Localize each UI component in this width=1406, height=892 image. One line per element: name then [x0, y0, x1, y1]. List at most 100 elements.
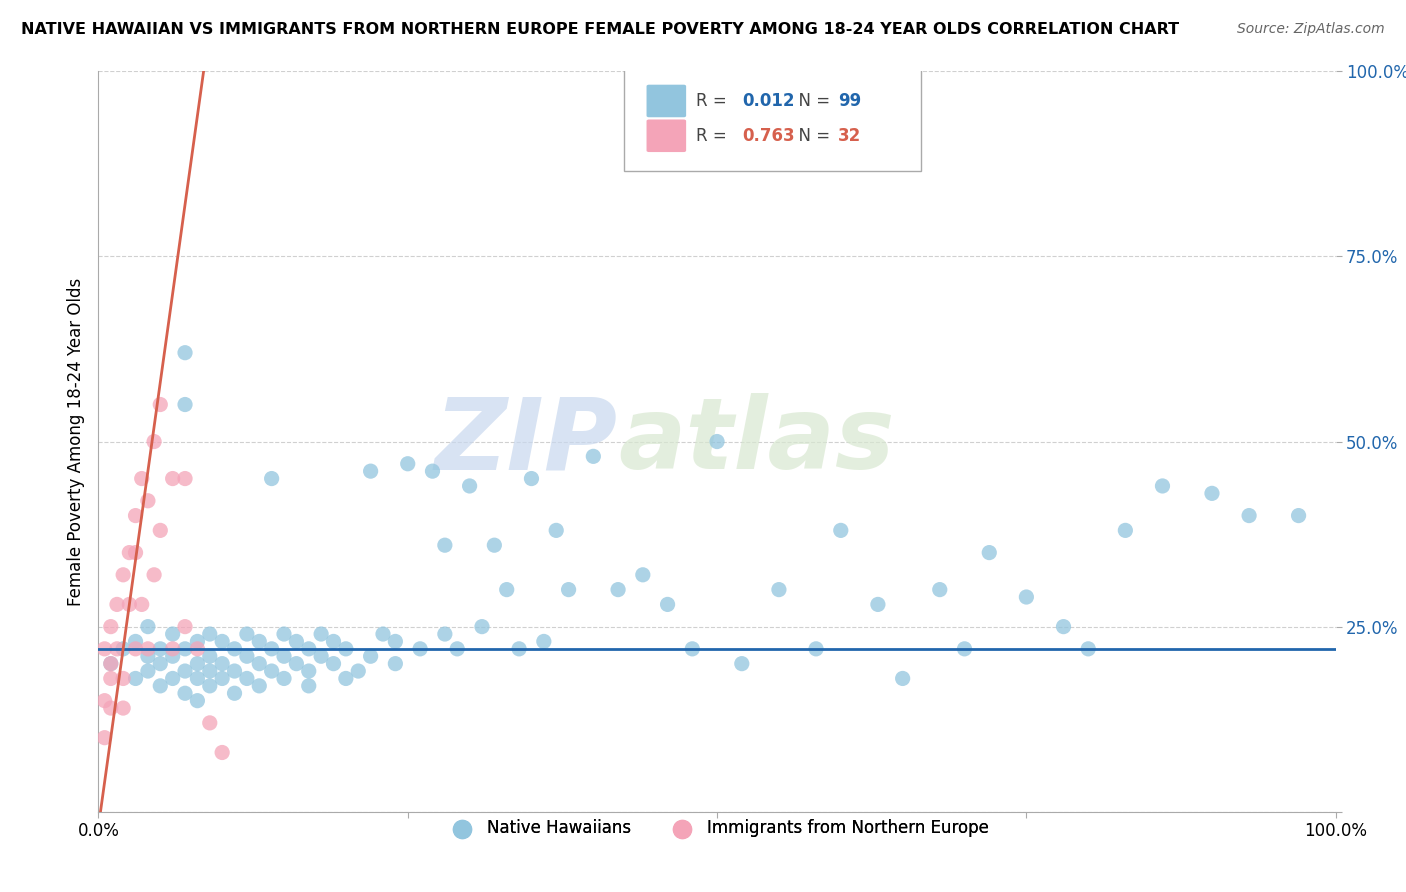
Point	[174, 398, 197, 412]
Point	[198, 679, 221, 693]
Point	[198, 715, 221, 730]
Point	[149, 641, 172, 656]
Point	[131, 471, 153, 485]
Point	[953, 641, 976, 656]
Point	[211, 634, 233, 648]
Point	[224, 686, 246, 700]
Point	[471, 619, 494, 633]
Point	[224, 641, 246, 656]
Point	[136, 641, 159, 656]
Point	[409, 641, 432, 656]
Point	[105, 598, 128, 612]
Text: atlas: atlas	[619, 393, 894, 490]
Text: ZIP: ZIP	[434, 393, 619, 490]
Point	[1201, 486, 1223, 500]
Point	[124, 546, 146, 560]
Point	[866, 598, 889, 612]
Point	[273, 627, 295, 641]
Point	[298, 679, 321, 693]
Point	[162, 471, 184, 485]
Point	[285, 657, 308, 671]
Point	[1237, 508, 1260, 523]
Point	[112, 672, 135, 686]
Point	[520, 471, 543, 485]
Point	[93, 641, 115, 656]
Point	[557, 582, 579, 597]
Point	[260, 641, 283, 656]
Y-axis label: Female Poverty Among 18-24 Year Olds: Female Poverty Among 18-24 Year Olds	[66, 277, 84, 606]
Point	[804, 641, 827, 656]
Point	[706, 434, 728, 449]
Point	[371, 627, 394, 641]
Point	[731, 657, 754, 671]
Text: N =: N =	[787, 127, 835, 145]
Text: 0.763: 0.763	[742, 127, 794, 145]
Point	[458, 479, 481, 493]
Point	[211, 746, 233, 760]
Point	[433, 538, 456, 552]
Point	[118, 598, 141, 612]
Point	[247, 679, 270, 693]
Point	[174, 641, 197, 656]
Point	[186, 634, 208, 648]
Point	[105, 641, 128, 656]
Point	[112, 641, 135, 656]
Point	[100, 657, 122, 671]
Text: Source: ZipAtlas.com: Source: ZipAtlas.com	[1237, 22, 1385, 37]
Point	[136, 619, 159, 633]
Point	[100, 701, 122, 715]
Text: R =: R =	[696, 92, 733, 110]
Point	[495, 582, 517, 597]
Point	[273, 672, 295, 686]
Point	[768, 582, 790, 597]
Point	[136, 664, 159, 678]
Point	[131, 598, 153, 612]
Point	[309, 627, 332, 641]
Point	[149, 679, 172, 693]
FancyBboxPatch shape	[624, 68, 921, 171]
Point	[162, 649, 184, 664]
Point	[112, 701, 135, 715]
Point	[198, 664, 221, 678]
Text: NATIVE HAWAIIAN VS IMMIGRANTS FROM NORTHERN EUROPE FEMALE POVERTY AMONG 18-24 YE: NATIVE HAWAIIAN VS IMMIGRANTS FROM NORTH…	[21, 22, 1180, 37]
Point	[93, 731, 115, 745]
Point	[162, 641, 184, 656]
Point	[891, 672, 914, 686]
Point	[1288, 508, 1310, 523]
Point	[273, 649, 295, 664]
Point	[247, 634, 270, 648]
Point	[298, 664, 321, 678]
Point	[433, 627, 456, 641]
Point	[236, 627, 259, 641]
Point	[681, 641, 703, 656]
Point	[186, 657, 208, 671]
Point	[979, 546, 1001, 560]
Text: 99: 99	[838, 92, 862, 110]
Point	[198, 649, 221, 664]
Point	[136, 493, 159, 508]
Point	[335, 672, 357, 686]
Point	[247, 657, 270, 671]
FancyBboxPatch shape	[647, 85, 686, 117]
Point	[322, 634, 344, 648]
Point	[143, 434, 166, 449]
Point	[546, 524, 568, 538]
Point	[174, 345, 197, 359]
Point	[236, 672, 259, 686]
Point	[211, 672, 233, 686]
Point	[347, 664, 370, 678]
Point	[100, 657, 122, 671]
Point	[124, 634, 146, 648]
Text: R =: R =	[696, 127, 733, 145]
Point	[186, 672, 208, 686]
Point	[124, 508, 146, 523]
Point	[136, 649, 159, 664]
Point	[607, 582, 630, 597]
Point	[149, 657, 172, 671]
Point	[93, 694, 115, 708]
Point	[260, 664, 283, 678]
Point	[260, 471, 283, 485]
Point	[236, 649, 259, 664]
Point	[657, 598, 679, 612]
Point	[484, 538, 506, 552]
